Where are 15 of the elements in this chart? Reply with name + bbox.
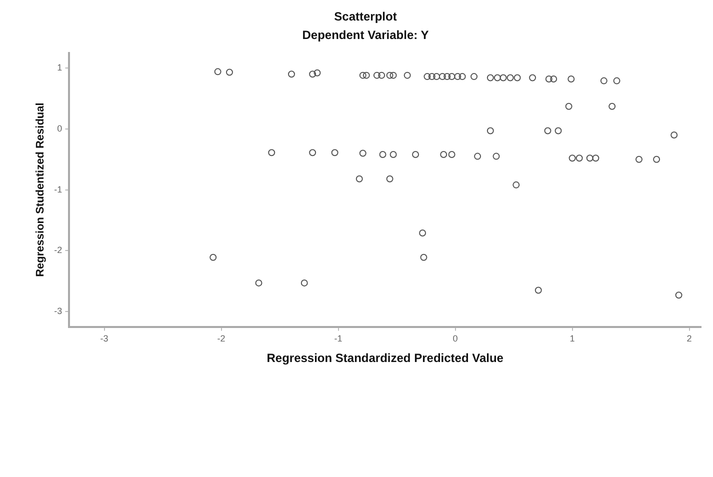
x-tick-label: -3 <box>100 334 108 344</box>
y-tick-label: 1 <box>57 62 62 73</box>
y-tick-label: 0 <box>57 123 62 134</box>
chart-title: Scatterplot <box>334 10 397 24</box>
x-tick-label: 0 <box>452 334 458 344</box>
y-tick-label: -2 <box>54 245 62 256</box>
x-tick-label: -2 <box>217 334 226 344</box>
chart-subtitle: Dependent Variable: Y <box>302 28 429 42</box>
y-tick-label: -1 <box>54 184 62 194</box>
x-tick-label: 2 <box>686 334 692 344</box>
y-tick-label: -3 <box>54 306 62 316</box>
x-tick-label: -1 <box>334 334 342 344</box>
x-tick-label: 1 <box>570 334 575 344</box>
y-axis-title: Regression Studentized Residual <box>34 102 47 277</box>
x-axis-title: Regression Standardized Predicted Value <box>266 351 504 366</box>
